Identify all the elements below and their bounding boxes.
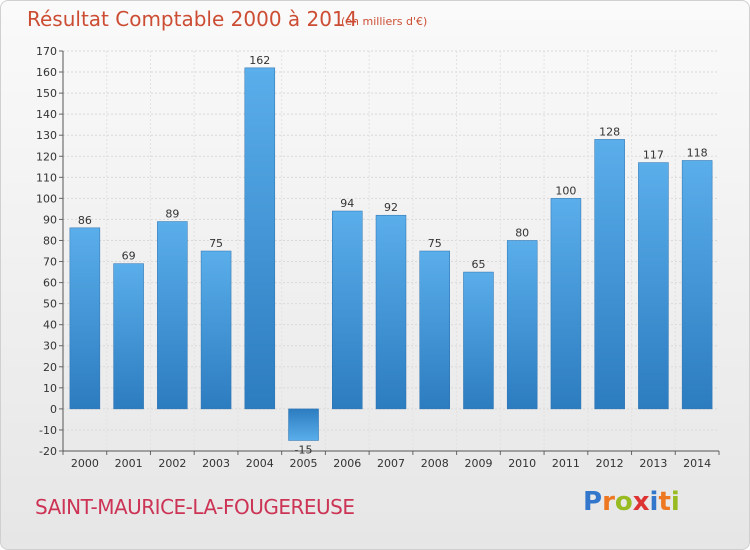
y-tick-label: 150 (36, 87, 57, 100)
bar-value-label: 100 (555, 184, 576, 197)
bar-value-label: 117 (643, 149, 664, 162)
bar (419, 250, 450, 410)
bar-value-label: 92 (384, 201, 398, 214)
y-tick-label: 170 (36, 45, 57, 58)
bar (638, 162, 669, 410)
x-tick-label: 2010 (508, 457, 536, 470)
bar-value-label: 89 (165, 208, 179, 221)
x-tick-label: 2005 (290, 457, 318, 470)
x-tick-label: 2014 (683, 457, 711, 470)
bar (332, 210, 363, 410)
bar (550, 198, 582, 410)
y-tick-label: 30 (43, 340, 57, 353)
logo-letter: o (614, 487, 633, 517)
bar-value-label: 69 (122, 250, 136, 263)
y-tick-label: 110 (36, 171, 57, 184)
place-name: SAINT-MAURICE-LA-FOUGEREUSE (35, 495, 355, 519)
y-tick-label: 20 (43, 361, 57, 374)
chart-title: Résultat Comptable 2000 à 2014 (27, 7, 358, 31)
logo-letter: i (670, 487, 680, 517)
x-tick-label: 2006 (333, 457, 361, 470)
bar (113, 263, 144, 410)
x-tick-label: 2008 (421, 457, 449, 470)
logo-letter: i (649, 487, 659, 517)
proxiti-logo: Proxiti (583, 487, 680, 517)
y-tick-label: -10 (39, 424, 57, 437)
x-tick-label: 2000 (71, 457, 99, 470)
logo-letter: r (602, 487, 615, 517)
bar (200, 250, 232, 410)
bar (681, 160, 713, 410)
bar (244, 67, 276, 410)
x-tick-label: 2013 (639, 457, 667, 470)
bar-value-label: 65 (471, 258, 485, 271)
y-tick-label: 140 (36, 108, 57, 121)
y-tick-label: 50 (43, 298, 57, 311)
logo-letter: x (632, 487, 650, 517)
x-tick-label: 2012 (596, 457, 624, 470)
bars (69, 67, 713, 441)
y-tick-label: 160 (36, 66, 57, 79)
bar-value-label: 162 (249, 54, 270, 67)
bar (69, 227, 101, 410)
bar (594, 139, 625, 410)
x-tick-label: 2009 (464, 457, 492, 470)
x-tick-label: 2004 (246, 457, 274, 470)
y-tick-label: 0 (50, 403, 57, 416)
bar-value-label: -15 (295, 443, 313, 456)
bar-value-label: 75 (209, 237, 223, 250)
bar (506, 240, 538, 410)
x-tick-label: 2011 (552, 457, 580, 470)
x-tick-label: 2002 (158, 457, 186, 470)
bar-value-label: 94 (340, 197, 354, 210)
y-tick-label: 100 (36, 192, 57, 205)
y-tick-label: 70 (43, 256, 57, 269)
bar (375, 214, 407, 410)
logo-letter: P (583, 487, 603, 517)
y-tick-label: 130 (36, 129, 57, 142)
y-tick-label: 90 (43, 213, 57, 226)
bar-value-label: 80 (515, 226, 529, 239)
bar (288, 408, 319, 441)
y-tick-label: 10 (43, 382, 57, 395)
y-tick-label: 120 (36, 150, 57, 163)
labels: -20 -10 0 10 20 30 40 50 60 70 80 90 100 110 120 130 140… (36, 45, 711, 470)
y-tick-label: 40 (43, 319, 57, 332)
bar-value-label: 75 (428, 237, 442, 250)
x-tick-label: 2001 (115, 457, 143, 470)
x-tick-label: 2003 (202, 457, 230, 470)
bar-value-label: 128 (599, 125, 620, 138)
bar (157, 221, 188, 410)
y-tick-label: 60 (43, 277, 57, 290)
logo-letter: t (658, 487, 671, 517)
bar (463, 271, 494, 410)
x-tick-label: 2007 (377, 457, 405, 470)
axes (59, 50, 720, 455)
y-tick-label: -20 (39, 445, 57, 458)
chart-subtitle: (en milliers d'€) (341, 15, 428, 28)
y-tick-label: 80 (43, 234, 57, 247)
bar-value-label: 86 (78, 214, 92, 227)
bar-value-label: 118 (687, 146, 708, 159)
